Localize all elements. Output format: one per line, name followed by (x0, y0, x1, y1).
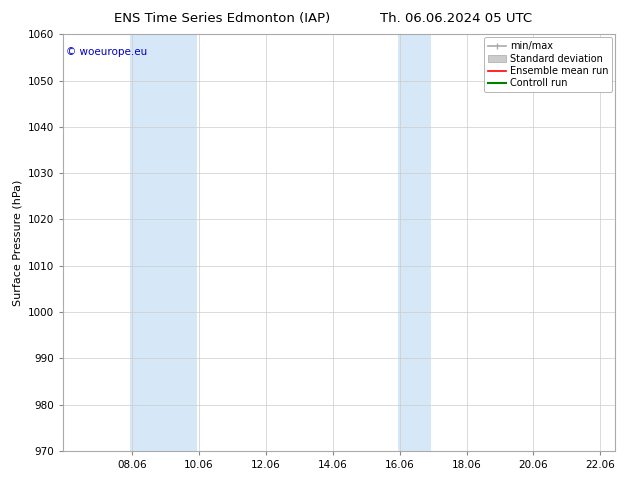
Text: Th. 06.06.2024 05 UTC: Th. 06.06.2024 05 UTC (380, 12, 533, 25)
Text: ENS Time Series Edmonton (IAP): ENS Time Series Edmonton (IAP) (113, 12, 330, 25)
Bar (130, 34, 197, 451)
Legend: min/max, Standard deviation, Ensemble mean run, Controll run: min/max, Standard deviation, Ensemble me… (484, 37, 612, 92)
Text: © woeurope.eu: © woeurope.eu (66, 47, 148, 57)
Y-axis label: Surface Pressure (hPa): Surface Pressure (hPa) (13, 179, 23, 306)
Bar (398, 34, 431, 451)
